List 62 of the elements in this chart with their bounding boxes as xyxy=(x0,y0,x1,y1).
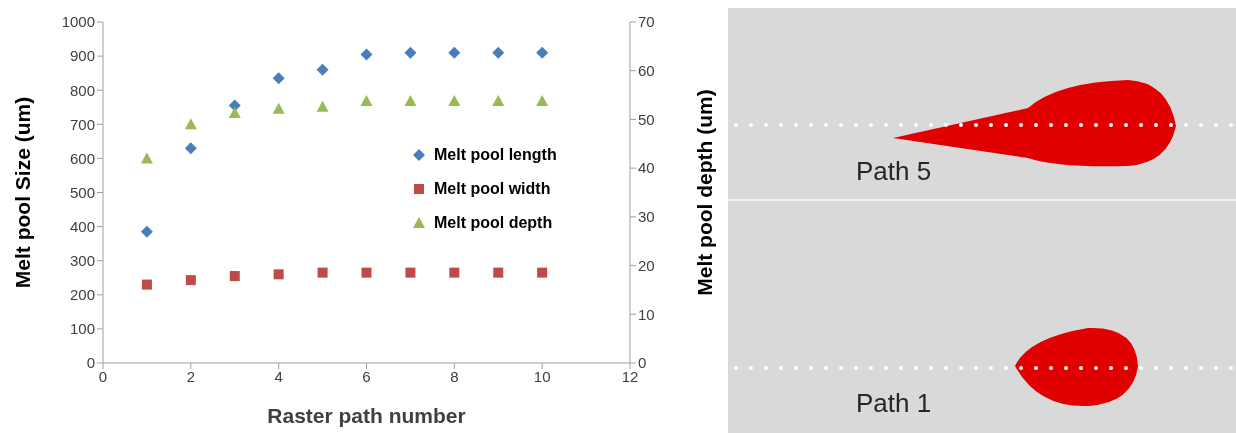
y2-tick-label: 10 xyxy=(638,305,655,323)
point xyxy=(361,267,372,278)
point xyxy=(449,267,460,278)
legend-label: Melt pool width xyxy=(434,180,551,198)
point xyxy=(404,46,417,59)
point xyxy=(272,102,285,114)
legend-label: Melt pool depth xyxy=(434,214,553,232)
point xyxy=(448,94,461,106)
point xyxy=(493,267,504,278)
point xyxy=(184,118,197,130)
point xyxy=(273,269,284,280)
point xyxy=(492,46,505,59)
x-tick-label: 12 xyxy=(621,367,639,385)
point xyxy=(536,46,549,59)
point xyxy=(360,94,373,106)
y-tick-label: 500 xyxy=(69,183,95,201)
y-tick-label: 100 xyxy=(69,320,95,338)
point xyxy=(405,267,416,278)
point xyxy=(140,225,153,238)
y2-tick-label: 50 xyxy=(638,110,655,128)
point xyxy=(360,48,373,61)
y2-tick-label: 0 xyxy=(638,354,647,372)
point xyxy=(317,267,328,278)
x-tick-label: 10 xyxy=(533,367,551,385)
y2-tick-label: 40 xyxy=(638,159,655,177)
y-tick-label: 300 xyxy=(69,252,95,270)
x-tick-label: 0 xyxy=(98,367,108,385)
y-tick-label: 600 xyxy=(69,149,95,167)
point xyxy=(140,152,153,164)
point xyxy=(316,100,329,112)
point xyxy=(184,142,197,155)
y-tick-label: 0 xyxy=(86,354,95,372)
point xyxy=(229,271,240,282)
point xyxy=(537,267,548,278)
y-tick-label: 200 xyxy=(69,286,95,304)
x-axis-title: Raster path number xyxy=(267,404,466,427)
legend-label: Melt pool length xyxy=(434,146,557,164)
point xyxy=(404,94,417,106)
y-tick-label: 800 xyxy=(69,81,95,99)
y2-tick-label: 70 xyxy=(638,13,655,31)
point xyxy=(228,107,241,119)
y-axis-title: Melt pool Size (um) xyxy=(11,96,35,289)
x-tick-label: 6 xyxy=(362,367,371,385)
y-tick-label: 1000 xyxy=(61,13,95,31)
point xyxy=(448,46,461,59)
point xyxy=(272,72,285,85)
y2-tick-label: 20 xyxy=(638,256,655,274)
y-tick-label: 900 xyxy=(69,47,95,65)
y-tick-label: 700 xyxy=(69,115,95,133)
point xyxy=(316,63,329,76)
melt-pool-simulation-picture: Path 5 Path 1 xyxy=(728,8,1236,433)
x-tick-label: 2 xyxy=(186,367,196,385)
point xyxy=(536,94,549,106)
y2-tick-label: 60 xyxy=(638,62,655,80)
point xyxy=(185,275,196,286)
x-tick-label: 8 xyxy=(450,367,459,385)
y-tick-label: 400 xyxy=(69,217,95,235)
point xyxy=(492,94,505,106)
y2-tick-label: 30 xyxy=(638,208,655,226)
point xyxy=(141,279,152,290)
y2-axis-title: Melt pool depth (um) xyxy=(693,89,717,296)
x-tick-label: 4 xyxy=(274,367,283,385)
